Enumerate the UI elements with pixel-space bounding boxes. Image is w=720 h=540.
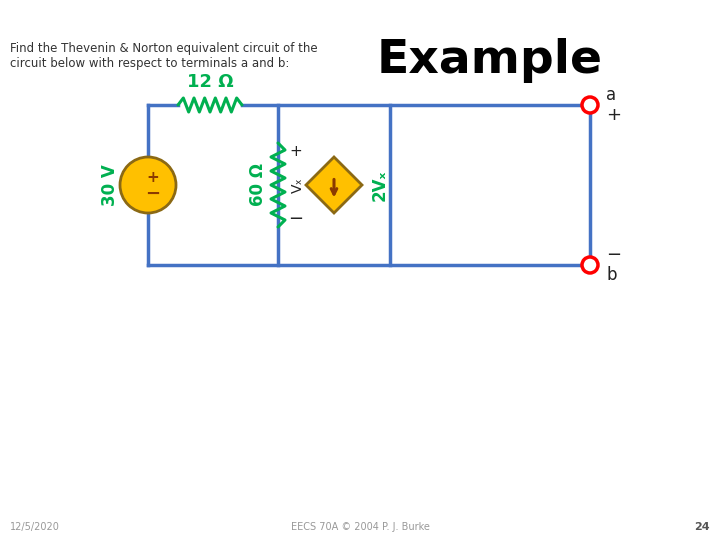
Text: circuit below with respect to terminals a and b:: circuit below with respect to terminals … bbox=[10, 57, 289, 70]
Text: +: + bbox=[289, 144, 302, 159]
Circle shape bbox=[582, 97, 598, 113]
Text: 30 V: 30 V bbox=[101, 164, 119, 206]
Text: +: + bbox=[606, 106, 621, 124]
Polygon shape bbox=[306, 157, 362, 213]
Text: 12 Ω: 12 Ω bbox=[186, 73, 233, 91]
Text: Vₓ: Vₓ bbox=[291, 177, 305, 193]
Circle shape bbox=[582, 257, 598, 273]
Text: Example: Example bbox=[377, 38, 603, 83]
Text: +: + bbox=[147, 171, 159, 186]
Text: −: − bbox=[145, 185, 161, 203]
Text: −: − bbox=[289, 210, 304, 228]
Text: a: a bbox=[606, 86, 616, 104]
Text: 12/5/2020: 12/5/2020 bbox=[10, 522, 60, 532]
Circle shape bbox=[120, 157, 176, 213]
Text: EECS 70A © 2004 P. J. Burke: EECS 70A © 2004 P. J. Burke bbox=[291, 522, 429, 532]
Text: Find the Thevenin & Norton equivalent circuit of the: Find the Thevenin & Norton equivalent ci… bbox=[10, 42, 318, 55]
Text: 60 Ω: 60 Ω bbox=[249, 164, 267, 206]
Text: 24: 24 bbox=[694, 522, 710, 532]
Text: b: b bbox=[606, 266, 616, 284]
Text: 2Vₓ: 2Vₓ bbox=[371, 170, 389, 201]
Text: −: − bbox=[606, 246, 621, 264]
